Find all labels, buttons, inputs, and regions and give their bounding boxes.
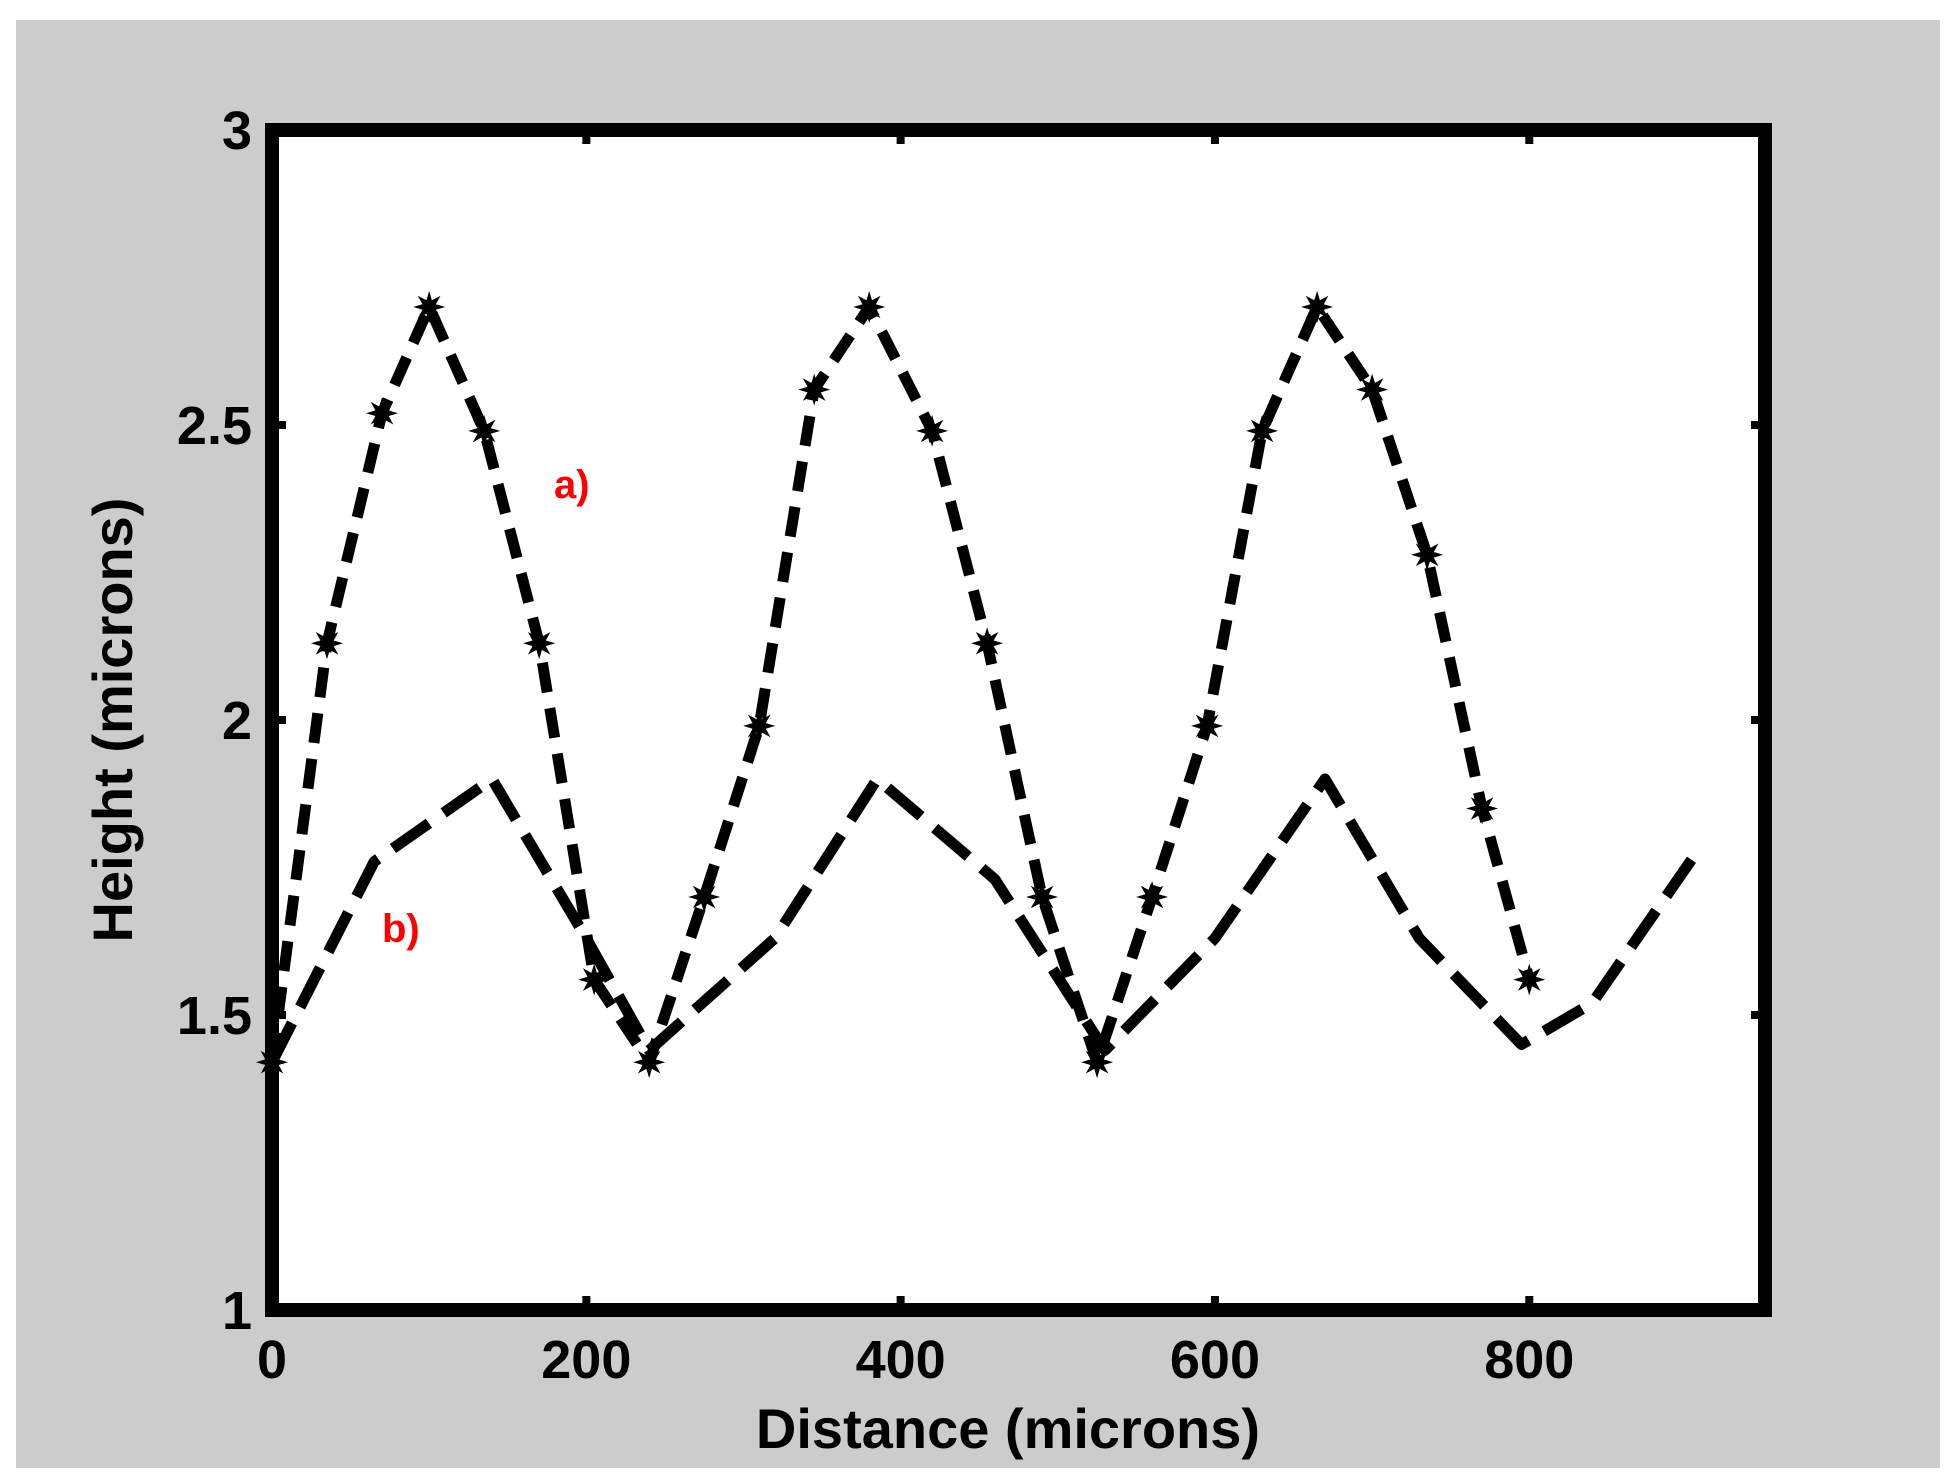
data-point-marker (366, 397, 398, 430)
x-tick-label: 600 (1170, 1330, 1260, 1390)
data-point-marker (853, 291, 886, 323)
y-tick-label: 1.5 (177, 986, 252, 1046)
series-layer: a) b) (256, 291, 1699, 1079)
data-point-marker (1356, 373, 1389, 406)
data-point-marker (1301, 291, 1334, 323)
axes-frame (265, 123, 1772, 1317)
data-point-marker (1026, 881, 1059, 913)
data-point-marker (743, 709, 776, 742)
data-point-marker (468, 414, 501, 447)
y-tick-label: 2.5 (177, 396, 252, 456)
data-point-marker (1466, 792, 1499, 825)
series-label-a: a) (554, 463, 590, 507)
x-tick-label: 200 (541, 1330, 631, 1390)
data-point-marker (311, 627, 343, 660)
series-line-a (266, 301, 1535, 1068)
y-tick-label: 1 (222, 1281, 252, 1341)
y-axis-label: Height (microns) (81, 498, 144, 943)
data-point-marker (413, 291, 446, 323)
data-point-marker (916, 414, 949, 447)
data-point-marker (798, 373, 831, 406)
x-tick-label: 400 (856, 1330, 946, 1390)
data-point-marker (1191, 709, 1224, 742)
data-point-marker (1246, 414, 1279, 447)
x-tick-label: 800 (1484, 1330, 1574, 1390)
x-tick-label: 0 (257, 1330, 287, 1390)
data-point-marker (688, 881, 721, 913)
plot-area (272, 130, 1765, 1310)
series-line-b (267, 773, 1699, 1065)
data-point-marker (1411, 538, 1444, 571)
data-point-marker (523, 627, 556, 660)
series-label-b: b) (382, 907, 420, 951)
y-tick-label: 2 (222, 691, 252, 751)
data-point-marker (1513, 963, 1546, 996)
y-tick-label: 3 (222, 101, 252, 161)
data-point-marker (633, 1046, 666, 1079)
data-point-marker (1136, 881, 1169, 913)
data-point-marker (971, 627, 1004, 660)
x-axis-label: Distance (microns) (756, 1397, 1260, 1460)
